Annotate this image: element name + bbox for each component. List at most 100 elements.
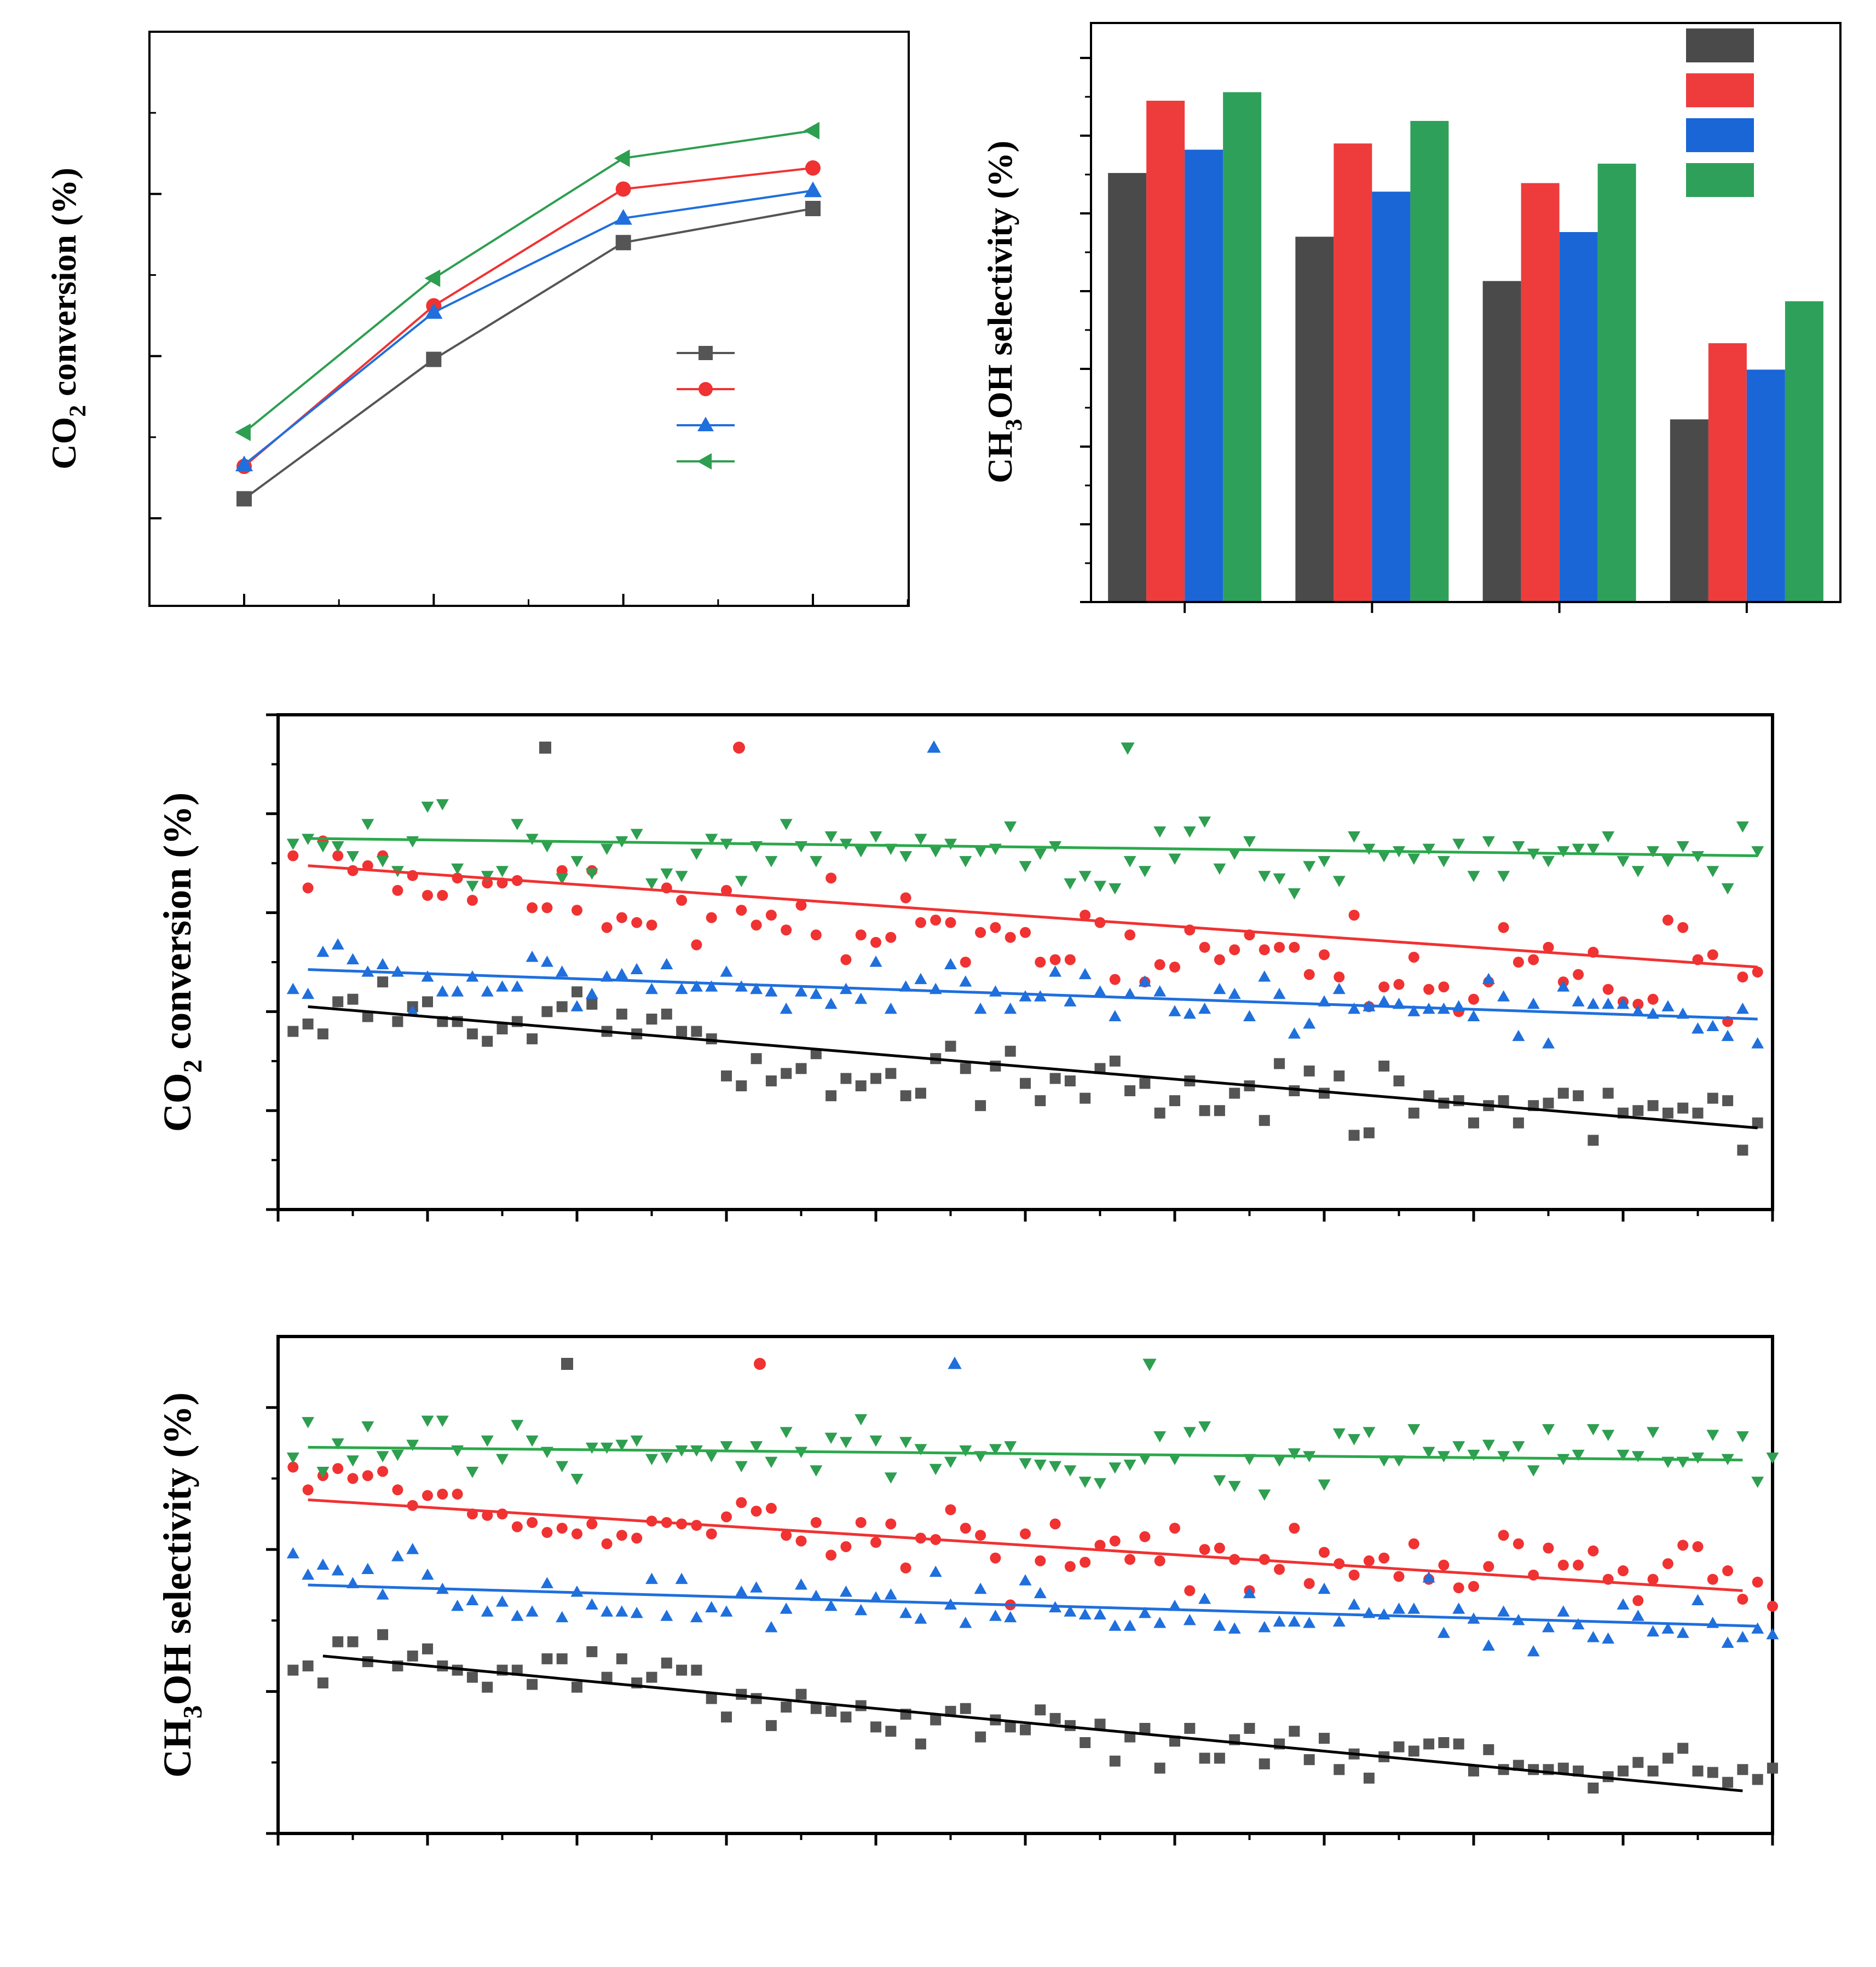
data-point-czce	[1080, 910, 1091, 921]
data-point-czal	[1737, 1764, 1748, 1775]
data-point-czcr	[1049, 1461, 1062, 1473]
data-point-czce	[452, 1488, 463, 1500]
data-point-czcr	[929, 846, 942, 858]
data-point-czcr	[1078, 1477, 1092, 1488]
data-point-czce	[646, 919, 657, 931]
data-point-czzr	[1258, 970, 1271, 982]
data-point-czal	[1035, 1095, 1046, 1107]
data-point-czzr	[780, 1602, 793, 1614]
data-point-czcr	[1228, 848, 1241, 860]
data-point-czce	[362, 1470, 373, 1482]
data-point-czal	[347, 1636, 359, 1647]
data-point-czal	[287, 1026, 299, 1037]
data-point-czcr	[1617, 1449, 1630, 1461]
fit-line-czce	[308, 1498, 1743, 1592]
data-point-czal	[527, 1033, 538, 1045]
data-point-czal	[287, 1664, 299, 1676]
data-point-czzr	[1692, 1594, 1704, 1606]
data-point-czzr	[1721, 1636, 1734, 1648]
data-point-czce	[1005, 932, 1016, 943]
data-point-czce	[332, 1463, 344, 1474]
data-point-czzr	[944, 958, 957, 970]
data-point-czce	[1752, 1576, 1763, 1588]
data-point-czcr	[1631, 1451, 1644, 1462]
data-point-czcr	[1064, 878, 1077, 890]
data-point-czzr	[496, 980, 509, 992]
data-point-czzr	[1243, 1010, 1256, 1021]
fit-line-czcr	[308, 837, 1758, 858]
legend-marker	[754, 1358, 766, 1370]
data-point-czcr	[735, 876, 748, 887]
data-point-czzr	[810, 987, 823, 999]
bar-czal	[1108, 173, 1147, 602]
legend-swatch	[1686, 118, 1754, 152]
bar-czzr	[1372, 192, 1411, 602]
data-point-czzr	[1019, 990, 1032, 1002]
data-point-czal	[1468, 1117, 1479, 1129]
data-point-czce	[392, 1484, 403, 1496]
data-point-czal	[1618, 1765, 1629, 1777]
data-point-czal	[317, 1028, 328, 1040]
data-point-czcr	[601, 1442, 614, 1454]
data-point-czzr	[1586, 1630, 1600, 1642]
data-point-czal	[466, 1028, 478, 1040]
data-point-czal	[765, 1720, 777, 1731]
data-point-czce	[691, 939, 702, 951]
data-point-czzr	[1318, 1582, 1331, 1594]
data-point-czce	[1109, 974, 1121, 985]
data-point-czal	[870, 1721, 881, 1733]
bar-czzr	[1185, 149, 1223, 602]
data-point-czal	[1557, 1762, 1569, 1774]
data-point-czcr	[361, 819, 374, 830]
data-point-czcr	[1751, 1477, 1764, 1488]
data-point-czal	[1094, 1063, 1106, 1074]
data-point-czal	[1408, 1745, 1419, 1757]
data-point-czcr	[511, 1420, 524, 1431]
data-point-czzr	[556, 965, 569, 977]
data-point-czzr	[1348, 1002, 1361, 1014]
data-point-czce	[1259, 944, 1270, 956]
data-point-czcr	[1572, 843, 1585, 855]
data-point-czce	[392, 884, 403, 896]
data-point-czal	[1020, 1078, 1031, 1089]
data-point-czal	[572, 1681, 582, 1693]
data-point-czce	[1348, 1569, 1360, 1581]
data-point-czal	[1722, 1777, 1734, 1788]
data-point-czcr	[540, 841, 553, 853]
data-point-czcr	[615, 1439, 628, 1451]
data-point-czal	[1303, 1754, 1315, 1766]
data-point-czzr	[331, 938, 344, 950]
data-point-czal	[1722, 1095, 1734, 1107]
data-point-czcr	[810, 856, 823, 867]
data-point-czcr	[1288, 1448, 1301, 1460]
data-point-czal	[1154, 1762, 1165, 1774]
data-point-czce	[1049, 1518, 1061, 1530]
data-point-czal	[1393, 1075, 1405, 1086]
data-point-czcr	[1572, 1449, 1585, 1461]
data-point-czzr	[735, 1585, 748, 1597]
data-point-czcr	[1407, 1424, 1421, 1436]
data-point-czcr	[765, 1456, 778, 1468]
data-point-czzr	[989, 985, 1002, 997]
data-point-czzr	[1288, 1027, 1301, 1039]
data-point-czce	[1393, 1571, 1405, 1582]
data-point-czal	[1334, 1070, 1345, 1081]
data-point-czce	[1573, 1559, 1584, 1571]
data-point-czzr	[804, 181, 822, 198]
bar-czcr	[1785, 301, 1823, 602]
data-point-czal	[1513, 1117, 1524, 1129]
data-point-czzr	[1497, 1605, 1510, 1617]
data-point-czcr	[660, 868, 673, 880]
data-point-czzr	[884, 1002, 897, 1014]
data-point-czal	[482, 1035, 493, 1047]
data-point-czce	[1662, 1558, 1673, 1570]
data-point-czcr	[630, 1435, 643, 1447]
data-point-czcr	[1228, 1480, 1241, 1492]
data-point-czal	[691, 1026, 702, 1037]
data-point-czce	[1319, 1547, 1330, 1558]
data-point-czzr	[1273, 987, 1286, 999]
data-point-czal	[1064, 1075, 1076, 1086]
data-point-czcr	[1467, 871, 1480, 882]
data-point-czce	[615, 181, 631, 197]
data-point-czcr	[869, 1435, 882, 1447]
